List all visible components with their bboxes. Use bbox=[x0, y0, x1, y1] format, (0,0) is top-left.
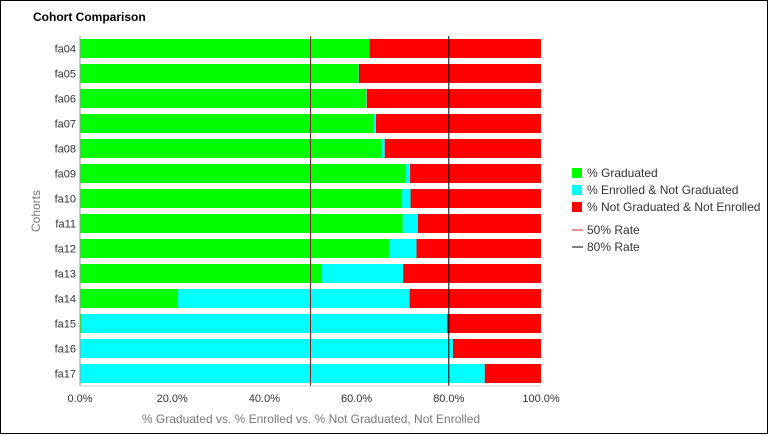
bar-fa09-series-2[interactable] bbox=[405, 164, 411, 183]
bar-fa14-series-2[interactable] bbox=[178, 289, 410, 308]
bar-fa15-series-3[interactable] bbox=[446, 314, 541, 333]
y-tick-label: fa17 bbox=[55, 369, 76, 381]
y-tick-label: fa12 bbox=[55, 244, 76, 256]
bar-fa07-series-3[interactable] bbox=[375, 114, 541, 133]
x-tick-label: 0.0% bbox=[67, 393, 92, 405]
x-axis-label: % Graduated vs. % Enrolled vs. % Not Gra… bbox=[142, 412, 480, 426]
bar-fa10-series-1[interactable] bbox=[80, 189, 403, 208]
legend-swatch bbox=[572, 185, 582, 195]
legend-label: 80% Rate bbox=[587, 240, 640, 254]
y-tick-label: fa13 bbox=[55, 269, 76, 281]
bar-fa12-series-2[interactable] bbox=[389, 239, 417, 258]
bar-fa15-series-1[interactable] bbox=[80, 314, 82, 333]
bar-fa13-series-2[interactable] bbox=[322, 264, 404, 283]
legend-label: % Not Graduated & Not Enrolled bbox=[587, 200, 760, 214]
bar-fa11-series-2[interactable] bbox=[402, 214, 418, 233]
y-tick-label: fa06 bbox=[55, 94, 76, 106]
x-tick-label: 100.0% bbox=[522, 393, 560, 405]
y-tick-label: fa08 bbox=[55, 144, 76, 156]
bar-fa17-series-2[interactable] bbox=[80, 364, 485, 383]
bar-fa11-series-1[interactable] bbox=[80, 214, 403, 233]
bar-fa12-series-1[interactable] bbox=[80, 239, 390, 258]
bar-fa10-series-2[interactable] bbox=[402, 189, 411, 208]
bar-fa08-series-2[interactable] bbox=[381, 139, 385, 158]
x-tick-label: 80.0% bbox=[433, 393, 464, 405]
y-tick-label: fa14 bbox=[55, 294, 76, 306]
bar-fa13-series-3[interactable] bbox=[403, 264, 541, 283]
x-tick-label: 60.0% bbox=[341, 393, 372, 405]
x-tick-label: 20.0% bbox=[157, 393, 188, 405]
bar-fa07-series-2[interactable] bbox=[373, 114, 376, 133]
bar-fa09-series-1[interactable] bbox=[80, 164, 406, 183]
legend-label: 50% Rate bbox=[587, 223, 640, 237]
y-tick-label: fa04 bbox=[55, 44, 76, 56]
legend-swatch bbox=[572, 168, 582, 178]
legend-swatch bbox=[572, 202, 582, 212]
bar-fa04-series-1[interactable] bbox=[80, 39, 370, 58]
bar-fa15-series-2[interactable] bbox=[81, 314, 447, 333]
chart-title: Cohort Comparison bbox=[33, 10, 146, 24]
bar-fa05-series-3[interactable] bbox=[358, 64, 541, 83]
bar-fa09-series-3[interactable] bbox=[410, 164, 541, 183]
y-tick-label: fa07 bbox=[55, 119, 76, 131]
bar-fa14-series-3[interactable] bbox=[409, 289, 541, 308]
bar-fa12-series-3[interactable] bbox=[416, 239, 541, 258]
bar-fa06-series-1[interactable] bbox=[80, 89, 367, 108]
bar-fa14-series-1[interactable] bbox=[80, 289, 179, 308]
bar-fa16-series-3[interactable] bbox=[452, 339, 541, 358]
y-tick-label: fa16 bbox=[55, 344, 76, 356]
bar-fa11-series-3[interactable] bbox=[417, 214, 541, 233]
bar-fa08-series-3[interactable] bbox=[384, 139, 541, 158]
y-tick-label: fa15 bbox=[55, 319, 76, 331]
x-tick-label: 40.0% bbox=[249, 393, 280, 405]
y-tick-label: fa05 bbox=[55, 69, 76, 81]
bar-fa13-series-1[interactable] bbox=[80, 264, 323, 283]
y-tick-label: fa09 bbox=[55, 169, 76, 181]
legend-label: % Enrolled & Not Graduated bbox=[587, 183, 738, 197]
bar-fa16-series-2[interactable] bbox=[80, 339, 453, 358]
legend-label: % Graduated bbox=[587, 166, 658, 180]
bar-fa17-series-3[interactable] bbox=[484, 364, 541, 383]
bar-fa10-series-3[interactable] bbox=[410, 189, 541, 208]
y-tick-label: fa11 bbox=[55, 219, 76, 231]
bar-fa05-series-1[interactable] bbox=[80, 64, 359, 83]
bar-fa06-series-3[interactable] bbox=[366, 89, 541, 108]
bar-fa07-series-1[interactable] bbox=[80, 114, 374, 133]
bar-fa04-series-3[interactable] bbox=[369, 39, 541, 58]
y-tick-label: fa10 bbox=[55, 194, 76, 206]
bar-fa08-series-1[interactable] bbox=[80, 139, 382, 158]
y-axis-label: Cohorts bbox=[29, 190, 43, 232]
